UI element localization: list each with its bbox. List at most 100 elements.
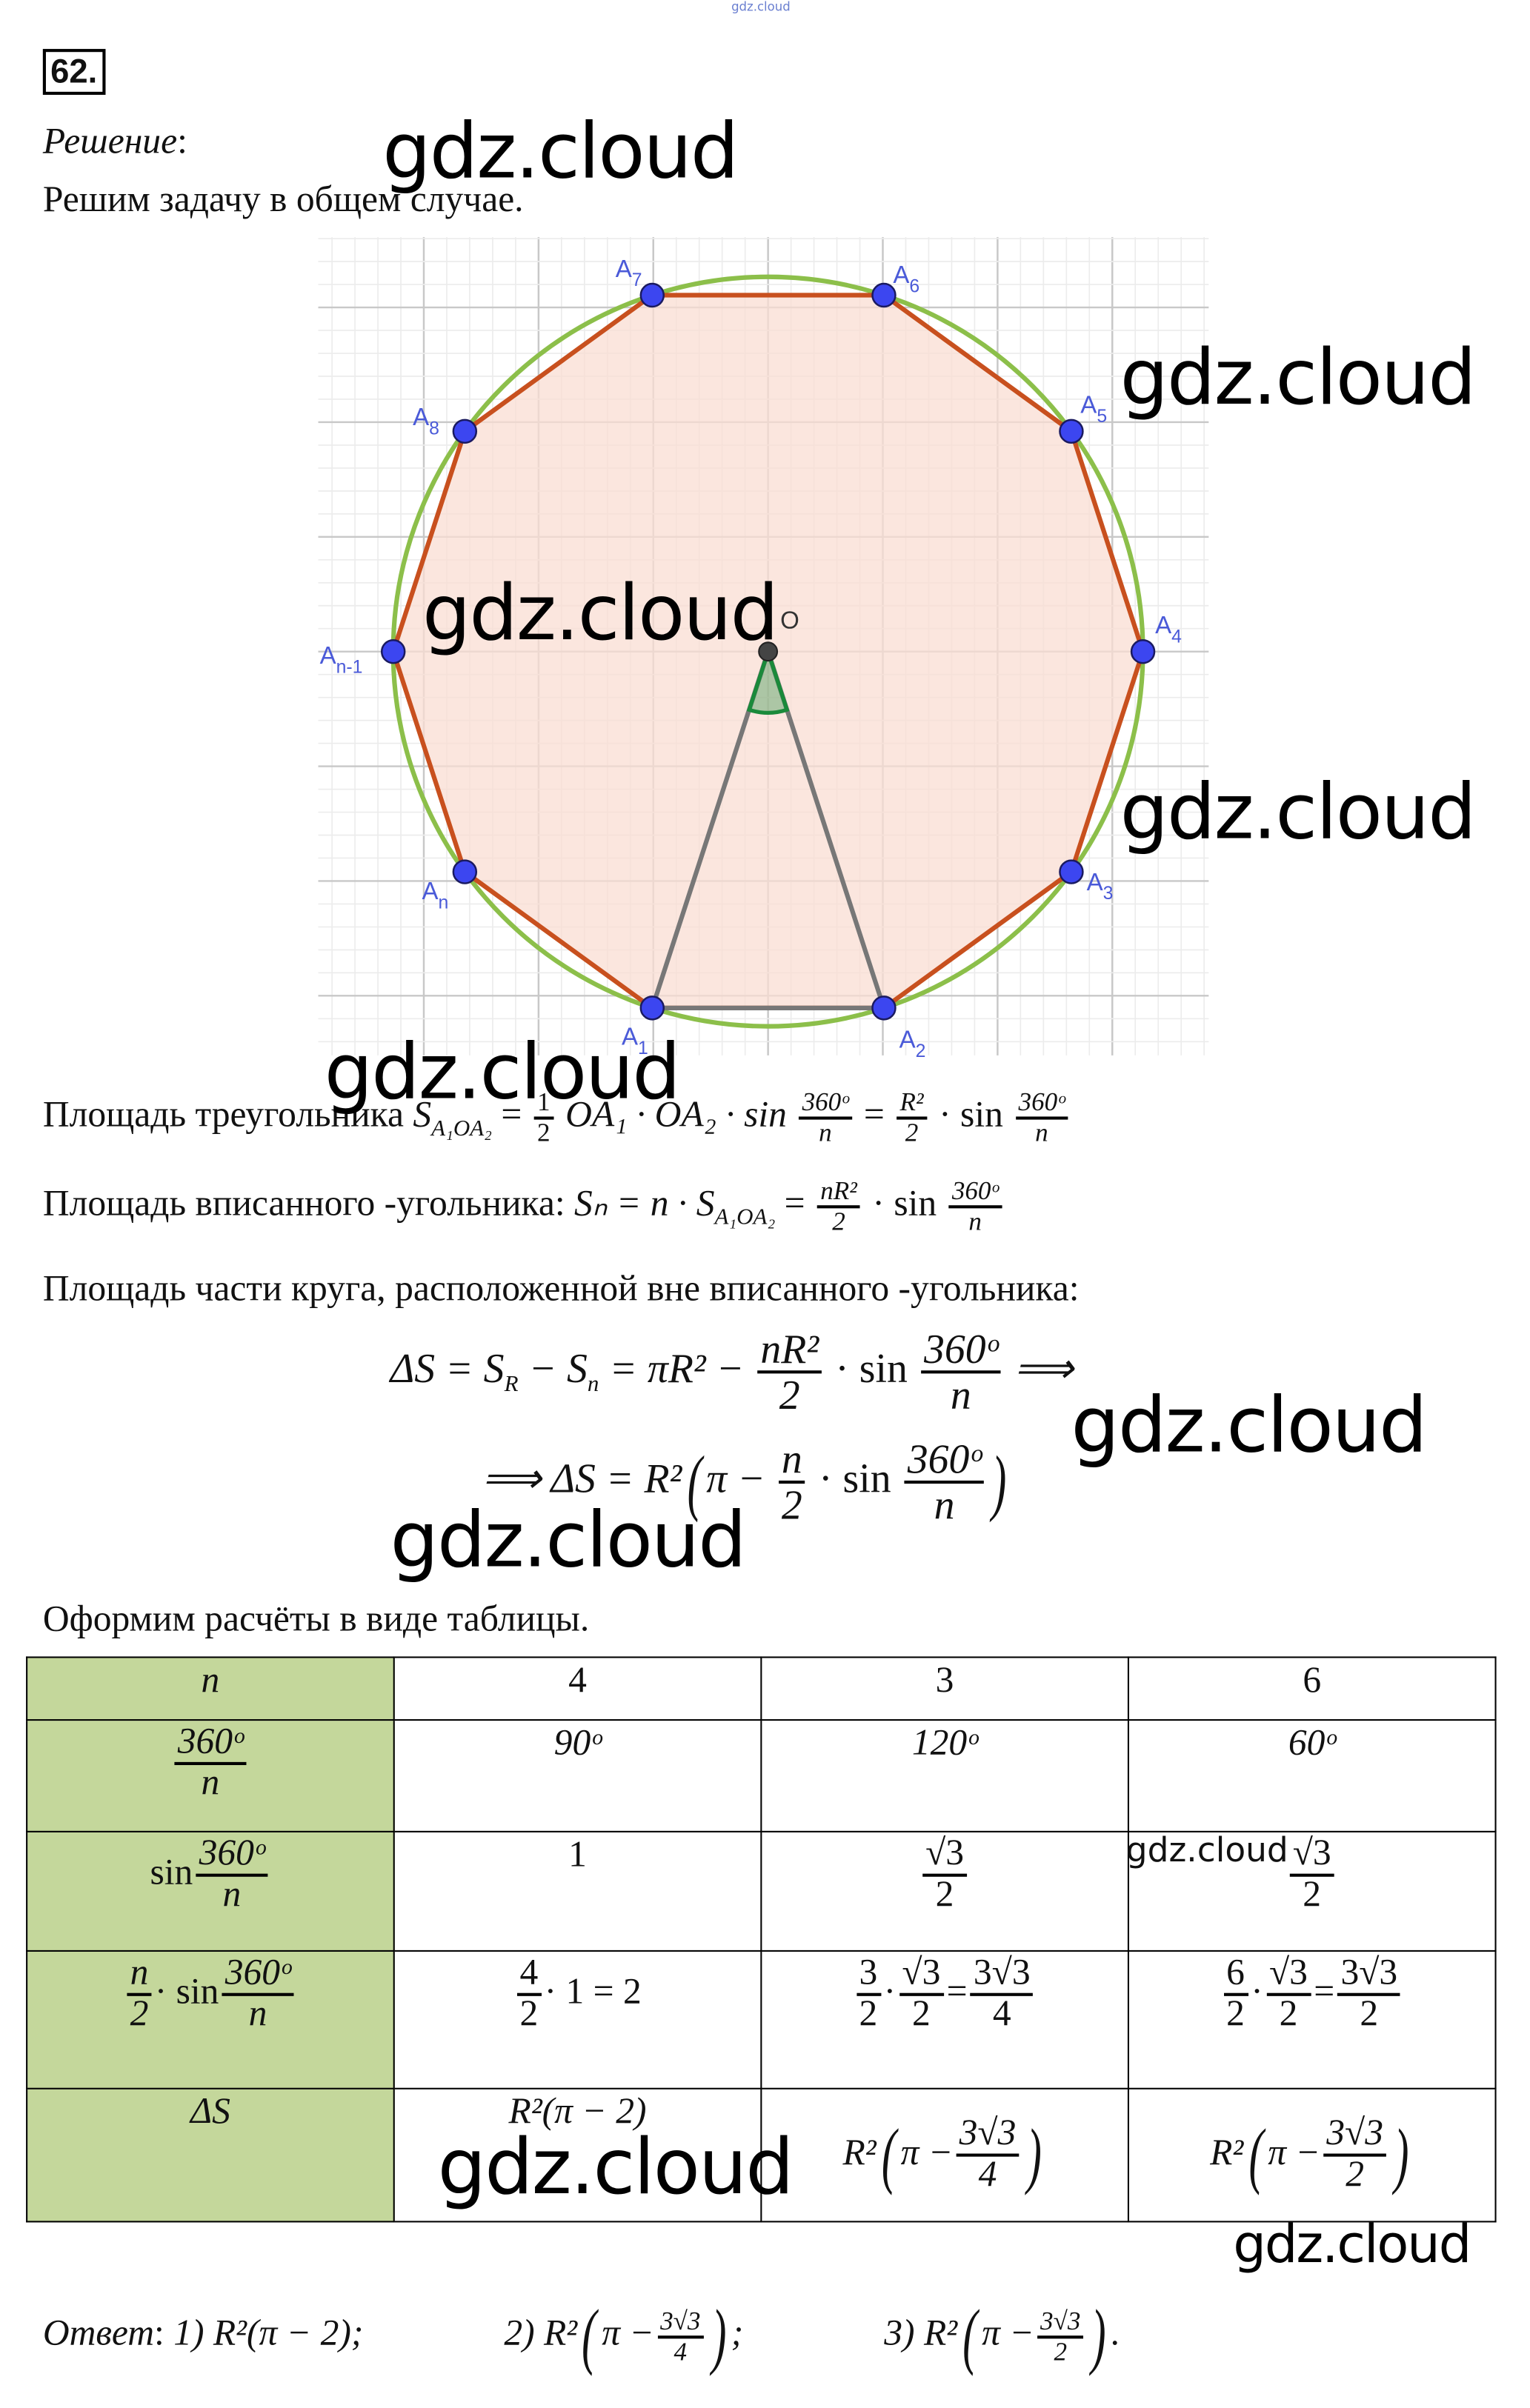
num: 360ᵒ <box>948 1177 1002 1209</box>
vertex-label: An-1 <box>319 644 363 678</box>
cell: 4 2 · 1 = 2 <box>393 1950 762 2090</box>
row-header: n <box>26 1656 395 1721</box>
s: S <box>413 1095 432 1135</box>
vertex-label: A3 <box>1086 870 1114 904</box>
eq: = <box>863 1095 885 1135</box>
cell: 6 <box>1127 1656 1497 1721</box>
sub: R <box>504 1373 519 1398</box>
vertex-point <box>871 995 897 1021</box>
vertex-point <box>452 859 478 884</box>
den: 2 <box>935 1875 954 1915</box>
label: Площадь вписанного -угольника: <box>42 1184 565 1224</box>
colon: : <box>177 122 187 162</box>
sin: · sin <box>939 1095 1003 1135</box>
row-header: n 2 · sin 360ᵒ n <box>26 1950 395 2090</box>
cell: 90ᵒ <box>393 1719 762 1832</box>
dot: · <box>1251 1972 1263 2012</box>
answer-label: Ответ <box>42 2314 155 2355</box>
cell: 3 <box>760 1656 1129 1721</box>
vertex-point <box>452 418 478 444</box>
vertex-point <box>871 282 897 308</box>
pre: R² <box>842 2132 877 2173</box>
eq: = <box>946 1972 968 2012</box>
eq: = <box>501 1095 522 1135</box>
den: 2 <box>1279 1995 1298 2035</box>
num: 3 <box>856 1954 881 1997</box>
paren: ) <box>1394 2114 1409 2196</box>
den: n <box>968 1206 982 1236</box>
pre: 3) R² <box>884 2314 958 2355</box>
cell: R²(π −3√3 4) <box>760 2087 1129 2223</box>
watermark: gdz.cloud <box>1120 333 1477 422</box>
num: 3√3 <box>970 1954 1034 1997</box>
cell: 1 <box>393 1830 762 1952</box>
pi: π − <box>982 2314 1034 2355</box>
expr: Sₙ = n · S <box>573 1184 715 1224</box>
sub: A₁OA₂ <box>431 1117 492 1142</box>
mid: OA₁ · OA₂ · sin <box>565 1095 787 1135</box>
den: 2 <box>1346 2155 1364 2195</box>
table-row: n 2 · sin 360ᵒ n 4 2 · 1 = 2 3 2 · √3 2 = 3√3 4 6 2 · √3… <box>26 1950 1497 2090</box>
num: 3√3 <box>1323 2114 1387 2157</box>
paren: ( <box>1248 2114 1263 2196</box>
vertex-label: A7 <box>615 256 642 291</box>
paren: ( <box>686 1441 702 1524</box>
pi: π − <box>706 1455 765 1501</box>
den: n <box>201 1764 220 1804</box>
table-row: ΔS R²(π − 2) gdz.cloud R²(π −3√3 4) R²(π −… <box>26 2087 1497 2223</box>
table-row: 360ᵒ n 90ᵒ 120ᵒ 60ᵒ <box>26 1719 1497 1832</box>
num: 1 <box>533 1089 553 1120</box>
num: 360ᵒ <box>1015 1089 1068 1120</box>
paren: ) <box>992 1441 1008 1524</box>
den: n <box>950 1373 971 1418</box>
den: 2 <box>519 1995 539 2035</box>
answer-2: 2) R²(π −3√3 4); <box>504 2296 743 2377</box>
num: √3 <box>899 1954 944 1997</box>
table-row: n 4 3 6 <box>26 1656 1497 1721</box>
row-header: ΔS <box>26 2087 395 2223</box>
den: n <box>819 1118 832 1147</box>
num: 360ᵒ <box>222 1954 294 1997</box>
watermark: gdz.cloud <box>390 1495 747 1585</box>
den: 4 <box>992 1995 1011 2035</box>
den: 2 <box>905 1118 919 1147</box>
vertex-label: A4 <box>1155 613 1182 647</box>
mid: = πR² − <box>599 1345 745 1392</box>
den: 2 <box>1360 1995 1379 2035</box>
num: √3 <box>1289 1835 1334 1878</box>
paren: ) <box>1091 2295 1107 2378</box>
sin: · sin <box>154 1972 219 2012</box>
cell: 3 2 · √3 2 = 3√3 4 <box>760 1950 1129 2090</box>
den: 2 <box>832 1206 845 1236</box>
den: 2 <box>536 1118 551 1147</box>
vertex-label: A8 <box>413 405 439 439</box>
num: 6 <box>1223 1954 1248 1997</box>
watermark: gdz.cloud <box>382 107 739 196</box>
paren: ) <box>1027 2114 1042 2196</box>
paren: ) <box>711 2295 727 2378</box>
row-header: sin 360ᵒ n <box>26 1830 395 1952</box>
num: 360ᵒ <box>196 1835 268 1878</box>
problem-number: 62. <box>42 49 105 96</box>
end: . <box>1111 2314 1121 2355</box>
num: nR² <box>817 1177 860 1209</box>
formula-outside-area-label: Площадь части круга, расположенной вне в… <box>42 1269 1080 1310</box>
formula-delta-s: ΔS = SR − Sn = πR² − nR² 2 · sin 360ᵒ n ⟹ <box>390 1327 1074 1418</box>
formula-polygon-area: Площадь вписанного -угольника: Sₙ = n · … <box>42 1177 1005 1236</box>
rest: · 1 = 2 <box>544 1972 642 2012</box>
cell: 6 2 · √3 2 = 3√3 2 <box>1127 1950 1497 2090</box>
vertex-point <box>639 995 665 1021</box>
intro-text: Решим задачу в общем случае. <box>42 180 524 221</box>
paren: ( <box>881 2114 897 2196</box>
answer-3: 3) R²(π −3√3 2). <box>884 2296 1121 2377</box>
num: 4 <box>516 1954 542 1997</box>
den: 2 <box>779 1373 800 1418</box>
den: 2 <box>781 1482 802 1529</box>
watermark: gdz.cloud <box>1125 1832 1288 1871</box>
vertex-label: A6 <box>893 263 920 297</box>
num: n <box>778 1437 805 1484</box>
row-header: 360ᵒ n <box>26 1719 395 1832</box>
sin: · sin <box>872 1184 937 1224</box>
